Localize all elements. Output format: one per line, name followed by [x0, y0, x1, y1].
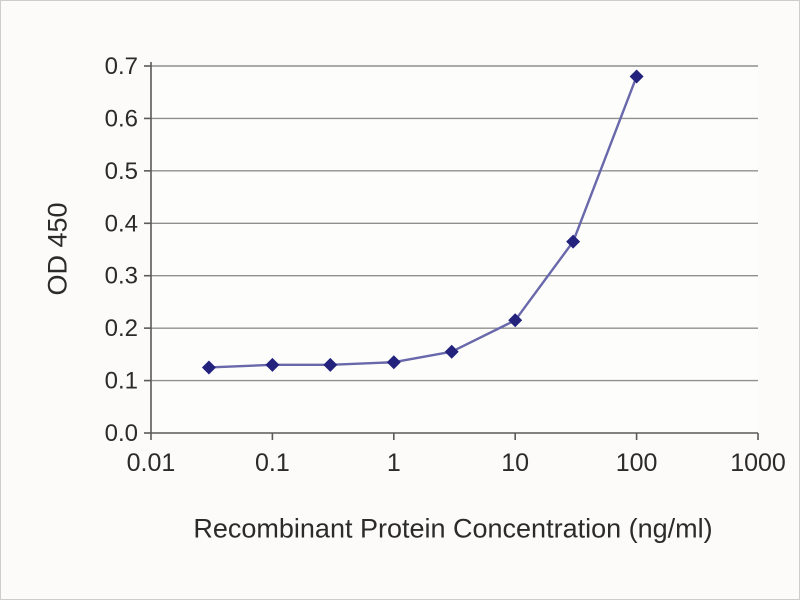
x-tick-label: 1000 [730, 449, 786, 477]
data-point-marker [323, 357, 338, 372]
x-tick-label: 0.1 [255, 449, 290, 477]
data-line [208, 76, 638, 369]
data-point-marker [508, 313, 523, 328]
y-tick-label: 0.0 [105, 420, 138, 447]
y-tick-label: 0.3 [105, 263, 138, 290]
data-point-marker [444, 344, 459, 359]
x-axis-title: Recombinant Protein Concentration (ng/ml… [193, 513, 713, 544]
y-tick-label: 0.4 [105, 210, 138, 237]
y-tick-label: 0.1 [105, 368, 138, 395]
data-point-marker [265, 357, 280, 372]
y-axis-title: OD 450 [42, 202, 73, 296]
data-point-marker [386, 355, 401, 370]
data-point-marker [566, 234, 581, 249]
x-tick-label: 100 [616, 449, 658, 477]
data-point-marker [201, 360, 216, 375]
x-tick-label: 0.01 [127, 449, 176, 477]
x-tick-label: 1 [387, 449, 401, 477]
y-tick-label: 0.6 [105, 105, 138, 132]
plot-area [151, 66, 758, 433]
y-tick-label: 0.5 [105, 158, 138, 185]
y-tick-label: 0.7 [105, 53, 138, 80]
x-tick-label: 10 [501, 449, 529, 477]
data-point-marker [629, 69, 644, 84]
y-tick-label: 0.2 [105, 315, 138, 342]
